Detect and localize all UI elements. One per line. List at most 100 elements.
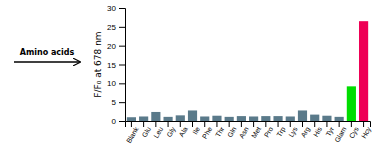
tick: 30 — [107, 4, 125, 13]
tick-mark — [265, 121, 266, 127]
tick-mark — [168, 121, 169, 127]
tick: Thr — [214, 121, 226, 138]
tick-mark — [119, 46, 125, 47]
axis-line — [126, 122, 371, 128]
tick: Arg — [299, 121, 311, 139]
bar — [322, 116, 331, 121]
tick-label: Glu — [141, 126, 153, 139]
x-axis: BlankGluLeuGlyAlaIlePheThrGlnAsnMetProTr… — [125, 121, 373, 144]
tick-label: Met — [250, 126, 262, 140]
bar — [310, 115, 319, 121]
axis-line — [119, 9, 126, 122]
bar — [298, 110, 307, 121]
bar — [176, 115, 185, 121]
tick-label: Ile — [191, 126, 201, 136]
bar — [200, 116, 209, 121]
tick-mark — [119, 27, 125, 28]
tick: Glu — [141, 121, 153, 139]
tick: Blank — [125, 121, 140, 144]
tick: 10 — [107, 79, 125, 88]
tick-label: Blank — [125, 125, 140, 144]
tick-label: Hcy — [360, 125, 373, 140]
tick-mark — [241, 121, 242, 127]
tick: Trp — [275, 121, 287, 139]
tick-label: Leu — [152, 126, 164, 140]
tick-mark — [363, 121, 364, 127]
tick-mark — [119, 8, 125, 9]
tick-label: 30 — [107, 4, 116, 13]
tick: Asn — [238, 121, 250, 140]
bar — [151, 112, 160, 121]
bar — [212, 116, 221, 121]
tick-label: Trp — [275, 126, 287, 139]
tick: Lys — [287, 121, 299, 139]
tick: Met — [250, 121, 262, 139]
tick: Gly — [165, 121, 177, 139]
tick-label: Pro — [263, 126, 275, 139]
tick-label: 5 — [112, 98, 117, 107]
bar — [127, 117, 136, 121]
tick: Glam — [333, 121, 348, 144]
tick-mark — [180, 121, 181, 127]
tick-label: Gly — [165, 125, 177, 139]
tick-mark — [339, 121, 340, 127]
tick-label: 15 — [107, 61, 116, 70]
tick: Phe — [201, 121, 213, 140]
tick-label: Glam — [333, 125, 348, 143]
bar — [249, 116, 258, 121]
bar — [273, 116, 282, 121]
arrow — [14, 61, 80, 62]
bar — [286, 116, 295, 121]
bar — [188, 110, 197, 121]
bar — [335, 117, 344, 121]
tick-mark — [290, 121, 291, 127]
tick-mark — [216, 121, 217, 127]
tick-label: His — [312, 125, 323, 138]
tick-mark — [351, 121, 352, 127]
bar — [139, 116, 148, 121]
tick-mark — [119, 65, 125, 66]
tick-label: 25 — [107, 23, 116, 32]
bars — [127, 21, 368, 121]
tick-mark — [131, 121, 132, 127]
tick: 0 — [112, 117, 125, 126]
tick: Hcy — [360, 121, 373, 140]
tick: 15 — [107, 61, 125, 70]
tick-label: Ala — [178, 126, 189, 138]
tick-label: Cys — [348, 125, 361, 140]
tick-label: Lys — [287, 125, 299, 139]
tick-mark — [229, 121, 230, 127]
tick-label: Thr — [214, 125, 226, 138]
tick-label: 0 — [112, 117, 117, 126]
bar — [261, 116, 270, 121]
tick-label: Gln — [226, 126, 238, 139]
tick: 20 — [107, 42, 125, 51]
tick-label: 20 — [107, 42, 116, 51]
y-axis-title: F/F₀ at 678 nm — [93, 31, 103, 97]
y-axis: 0 5 10 15 20 25 30 — [107, 4, 125, 126]
tick: Pro — [263, 121, 275, 139]
annotation: Amino acids — [20, 48, 75, 57]
tick-mark — [119, 121, 125, 122]
tick-label: Phe — [201, 126, 213, 140]
plot: 051015202530BlankGluLeuGlyAlaIlePheThrGl… — [107, 4, 373, 144]
tick-label: 10 — [107, 79, 116, 88]
bar — [347, 86, 356, 121]
tick: 5 — [112, 98, 125, 107]
tick-mark — [119, 83, 125, 84]
tick-label: Asn — [238, 126, 250, 140]
tick-mark — [278, 121, 279, 127]
tick: Ile — [191, 121, 201, 136]
tick-mark — [192, 121, 193, 127]
tick: Ala — [178, 121, 189, 138]
tick-label: Arg — [299, 126, 311, 140]
tick-mark — [155, 121, 156, 127]
tick: Gln — [226, 121, 238, 139]
tick-mark — [302, 121, 303, 127]
bar — [359, 21, 368, 121]
tick: His — [312, 121, 323, 138]
bar — [163, 117, 172, 121]
tick-mark — [119, 102, 125, 103]
tick: Leu — [152, 121, 164, 139]
bar — [225, 117, 234, 121]
